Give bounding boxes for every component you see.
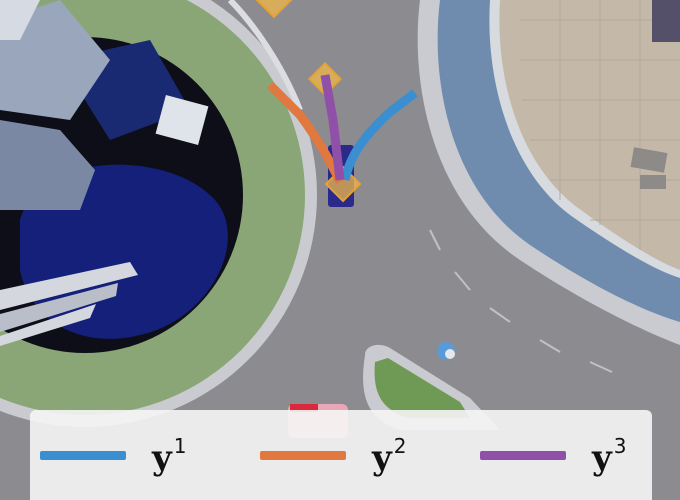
line-swatch-icon	[260, 450, 346, 460]
plaza-object	[652, 0, 680, 42]
sculpture-block	[0, 0, 110, 120]
line-swatch-icon	[480, 450, 566, 460]
line-swatch-icon	[40, 450, 126, 460]
plaza	[499, 0, 680, 270]
sculpture-block	[0, 0, 40, 40]
sculpture-block	[0, 120, 95, 210]
median-grass	[374, 358, 470, 418]
pedestrian	[445, 349, 455, 359]
other-vehicle	[290, 404, 318, 412]
lane-markings	[429, 229, 613, 373]
plaza-bench	[640, 175, 666, 189]
trajectory-y3	[320, 74, 345, 181]
stair-stripes	[0, 262, 138, 346]
trajectory-y1	[340, 89, 418, 181]
curb-line	[227, 0, 303, 112]
plaza-bench	[630, 147, 668, 173]
white-box	[155, 94, 209, 146]
